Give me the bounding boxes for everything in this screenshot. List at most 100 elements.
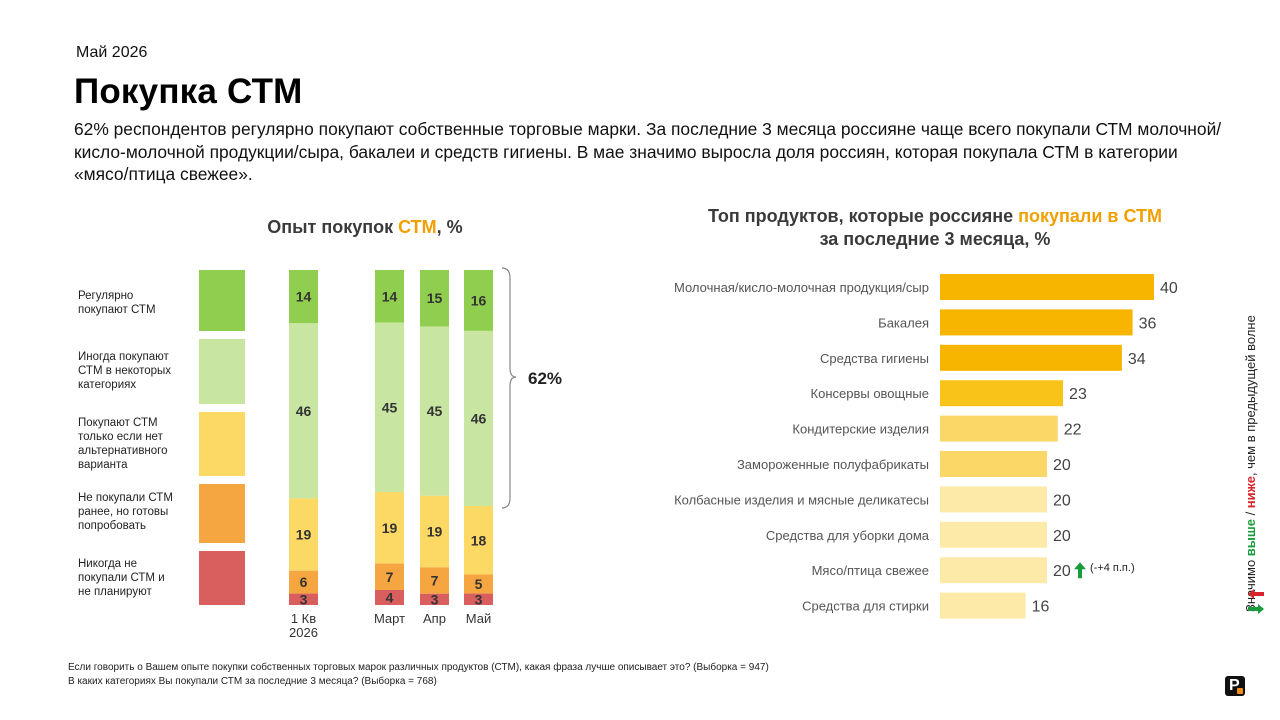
legend-label-regular: Регулярно покупают СТМ <box>78 290 156 316</box>
category-label: 1 Кв <box>291 611 316 626</box>
product-value-label: 22 <box>1064 422 1082 439</box>
stacked-segment <box>375 322 404 493</box>
product-bar <box>940 486 1047 513</box>
stacked-segment <box>289 593 318 605</box>
stacked-segment <box>375 270 404 323</box>
product-bar <box>940 415 1058 442</box>
logo-letter: P <box>1229 677 1240 694</box>
segment-value-label: 4 <box>386 589 394 605</box>
segment-value-label: 6 <box>300 574 308 590</box>
note-up-word: выше <box>1243 519 1258 557</box>
product-bar <box>940 557 1047 584</box>
title-prefix: Опыт покупок <box>267 217 399 237</box>
title-prefix: Топ продуктов, которые россияне <box>707 206 1019 226</box>
stacked-segment <box>289 570 318 594</box>
bracket-total-label: 62% <box>528 369 562 388</box>
segment-value-label: 7 <box>431 573 439 589</box>
stacked-segment <box>289 498 318 571</box>
legend-label-no-alternative: Покупают СТМ только если нет альтернатив… <box>78 417 168 471</box>
product-category-label: Средства для стирки <box>802 599 929 614</box>
segment-value-label: 18 <box>471 532 487 548</box>
stacked-segment <box>375 563 404 590</box>
stacked-segment <box>289 323 318 499</box>
title-accent: покупали в СТМ <box>1018 206 1163 226</box>
note-suffix: , чем в предыдущей волне <box>1243 315 1258 477</box>
legend-label-ready-to-try: Не покупали СТМ ранее, но готовы попробо… <box>78 492 173 532</box>
report-date: Май 2026 <box>76 44 148 61</box>
footnote-2: В каких категориях Вы покупали СТМ за по… <box>68 676 437 687</box>
legend-swatch-never <box>199 551 245 605</box>
title-suffix: , % <box>436 217 463 237</box>
stacked-segment <box>375 492 404 564</box>
segment-value-label: 14 <box>296 289 312 305</box>
stacked-segment <box>420 270 449 327</box>
page-title: Покупка СТМ <box>74 72 303 111</box>
segment-value-label: 45 <box>427 403 443 419</box>
stacked-segment <box>464 574 493 594</box>
segment-value-label: 19 <box>382 520 398 536</box>
product-category-label: Средства гигиены <box>820 351 929 366</box>
product-bar <box>940 274 1154 300</box>
segment-value-label: 19 <box>296 527 312 543</box>
product-value-label: 20 <box>1053 563 1071 580</box>
top-products-chart-title: Топ продуктов, которые россияне покупали… <box>630 205 1240 251</box>
legend-label-sometimes: Иногда покупают СТМ в некоторых категори… <box>78 351 172 391</box>
product-bar <box>940 592 1026 619</box>
legend-swatch-sometimes <box>199 339 245 404</box>
segment-value-label: 14 <box>382 288 398 304</box>
category-label: 2026 <box>289 625 318 640</box>
product-category-label: Замороженные полуфабрикаты <box>737 457 929 472</box>
stacked-segment <box>464 270 493 331</box>
segment-value-label: 46 <box>471 410 487 426</box>
segment-value-label: 15 <box>427 290 443 306</box>
product-value-label: 20 <box>1053 457 1071 474</box>
category-label: Апр <box>423 611 446 626</box>
legend-swatch-ready-to-try <box>199 484 245 543</box>
product-value-label: 16 <box>1032 599 1050 616</box>
category-label: Май <box>466 611 491 626</box>
segment-value-label: 3 <box>475 591 483 607</box>
legend-swatch-regular <box>199 270 245 331</box>
top-products-bar-chart: Молочная/кисло-молочная продукция/сыр 40 Б… <box>674 274 1178 619</box>
product-category-label: Кондитерские изделия <box>792 422 929 437</box>
product-value-label: 23 <box>1069 386 1087 403</box>
product-category-label: Молочная/кисло-молочная продукция/сыр <box>674 280 929 295</box>
product-value-label: 40 <box>1160 280 1178 297</box>
product-bar <box>940 344 1122 371</box>
significance-arrows <box>1246 588 1266 621</box>
red-green-arrows-icon <box>1248 589 1264 614</box>
product-bar <box>940 451 1047 477</box>
segment-value-label: 45 <box>382 399 398 415</box>
product-value-label: 20 <box>1053 492 1071 509</box>
category-label: Март <box>374 611 405 626</box>
product-value-label: 36 <box>1139 315 1157 332</box>
segment-value-label: 5 <box>475 576 483 592</box>
legend-swatch-no-alternative <box>199 412 245 476</box>
logo-dot-icon <box>1237 688 1243 694</box>
title-line2: за последние 3 месяца, % <box>819 229 1051 249</box>
product-bar <box>940 309 1133 336</box>
segment-value-label: 19 <box>427 524 443 540</box>
segment-value-label: 46 <box>296 403 312 419</box>
segment-value-label: 16 <box>471 292 487 308</box>
stm-experience-chart-title: Опыт покупок СТМ, % <box>200 216 530 239</box>
segment-value-label: 3 <box>431 591 439 607</box>
note-down-word: ниже <box>1243 476 1258 509</box>
bracket-icon <box>501 267 517 509</box>
note-sep: / <box>1243 508 1258 520</box>
up-arrow-icon <box>1074 562 1086 579</box>
brand-logo: P <box>1225 676 1245 696</box>
stacked-segment <box>289 270 318 324</box>
legend-label-never: Никогда не покупали СТМ и не планируют <box>78 558 165 598</box>
product-value-label: 20 <box>1053 528 1071 545</box>
stacked-segment <box>420 495 449 568</box>
stacked-segment <box>420 593 449 605</box>
product-category-label: Консервы овощные <box>811 386 929 401</box>
summary-text: 62% респондентов регулярно покупают собс… <box>74 119 1222 184</box>
product-category-label: Средства для уборки дома <box>766 528 930 543</box>
product-category-label: Бакалея <box>878 315 929 330</box>
title-accent: СТМ <box>398 217 437 237</box>
product-value-label: 34 <box>1128 351 1146 368</box>
product-category-label: Мясо/птица свежее <box>812 563 929 578</box>
